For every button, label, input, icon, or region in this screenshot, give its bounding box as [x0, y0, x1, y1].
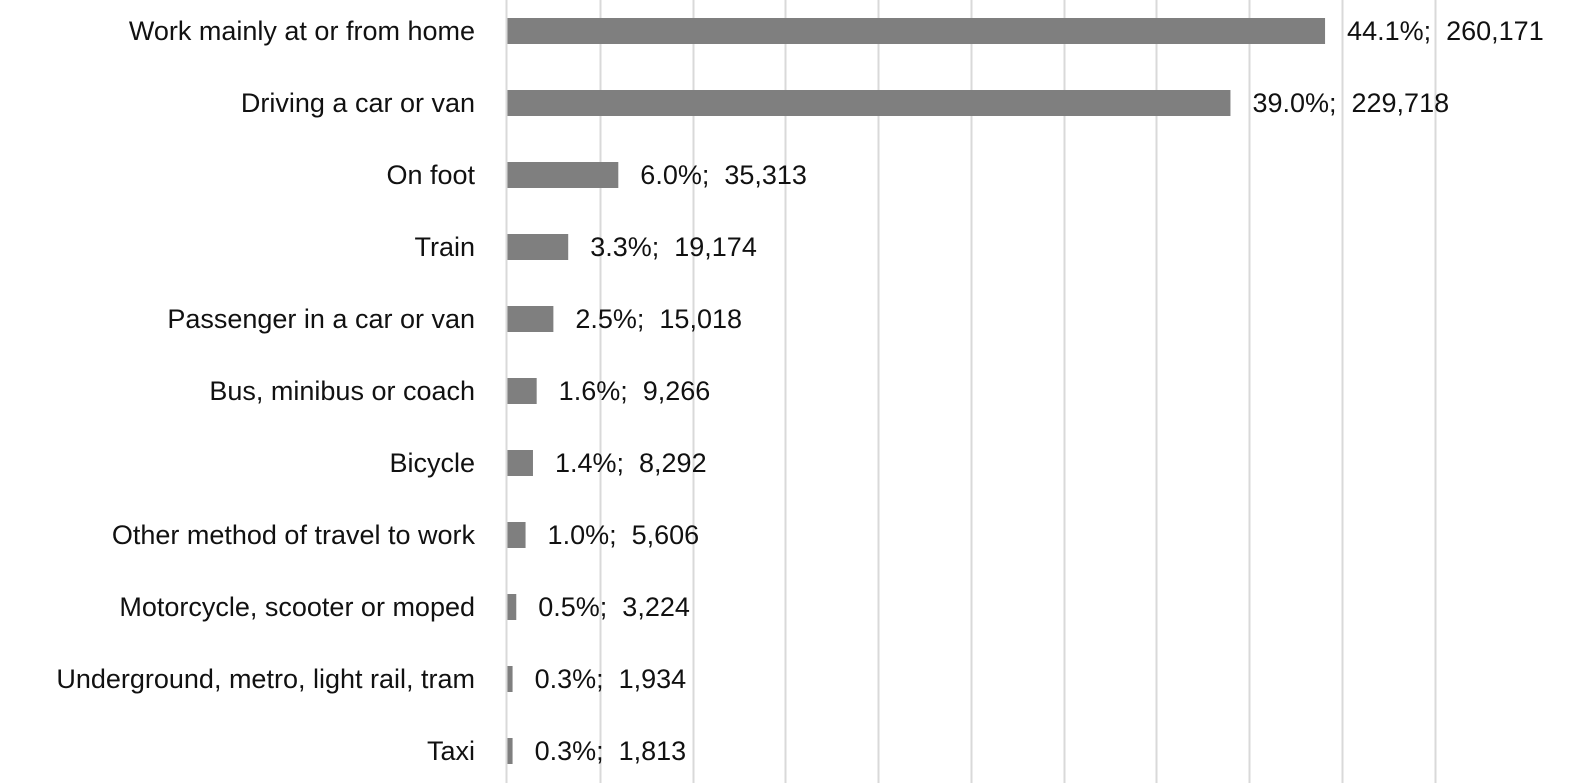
data-label: 0.3%; 1,813: [535, 736, 687, 766]
category-label: Motorcycle, scooter or moped: [119, 592, 475, 622]
bar: [507, 162, 619, 188]
category-label: Underground, metro, light rail, tram: [56, 664, 475, 694]
bar: [507, 306, 554, 332]
category-label: Work mainly at or from home: [129, 16, 475, 46]
bar: [507, 18, 1326, 44]
bar: [507, 738, 513, 764]
bar: [507, 378, 537, 404]
category-label: Passenger in a car or van: [167, 304, 475, 334]
data-label: 2.5%; 15,018: [575, 304, 742, 334]
data-label: 1.0%; 5,606: [548, 520, 700, 550]
bars: [507, 18, 1326, 764]
bar: [507, 594, 517, 620]
bar: [507, 522, 526, 548]
bar: [507, 234, 569, 260]
data-label: 1.4%; 8,292: [555, 448, 707, 478]
category-label: Driving a car or van: [241, 88, 475, 118]
category-label: Bus, minibus or coach: [209, 376, 475, 406]
bar: [507, 450, 533, 476]
data-label: 3.3%; 19,174: [590, 232, 757, 262]
bar: [507, 90, 1231, 116]
category-label: Train: [414, 232, 475, 262]
gridlines: [599, 0, 1437, 783]
bar: [507, 666, 513, 692]
data-label: 39.0%; 229,718: [1252, 88, 1449, 118]
data-label: 6.0%; 35,313: [640, 160, 807, 190]
data-label: 0.5%; 3,224: [538, 592, 690, 622]
data-label: 0.3%; 1,934: [535, 664, 687, 694]
data-label: 1.6%; 9,266: [559, 376, 711, 406]
category-label: Bicycle: [389, 448, 475, 478]
labels: Work mainly at or from home 44.1%; 260,17…: [56, 16, 1543, 766]
category-label: Taxi: [427, 736, 475, 766]
data-label: 44.1%; 260,171: [1347, 16, 1544, 46]
category-label: On foot: [386, 160, 475, 190]
category-label: Other method of travel to work: [112, 520, 476, 550]
